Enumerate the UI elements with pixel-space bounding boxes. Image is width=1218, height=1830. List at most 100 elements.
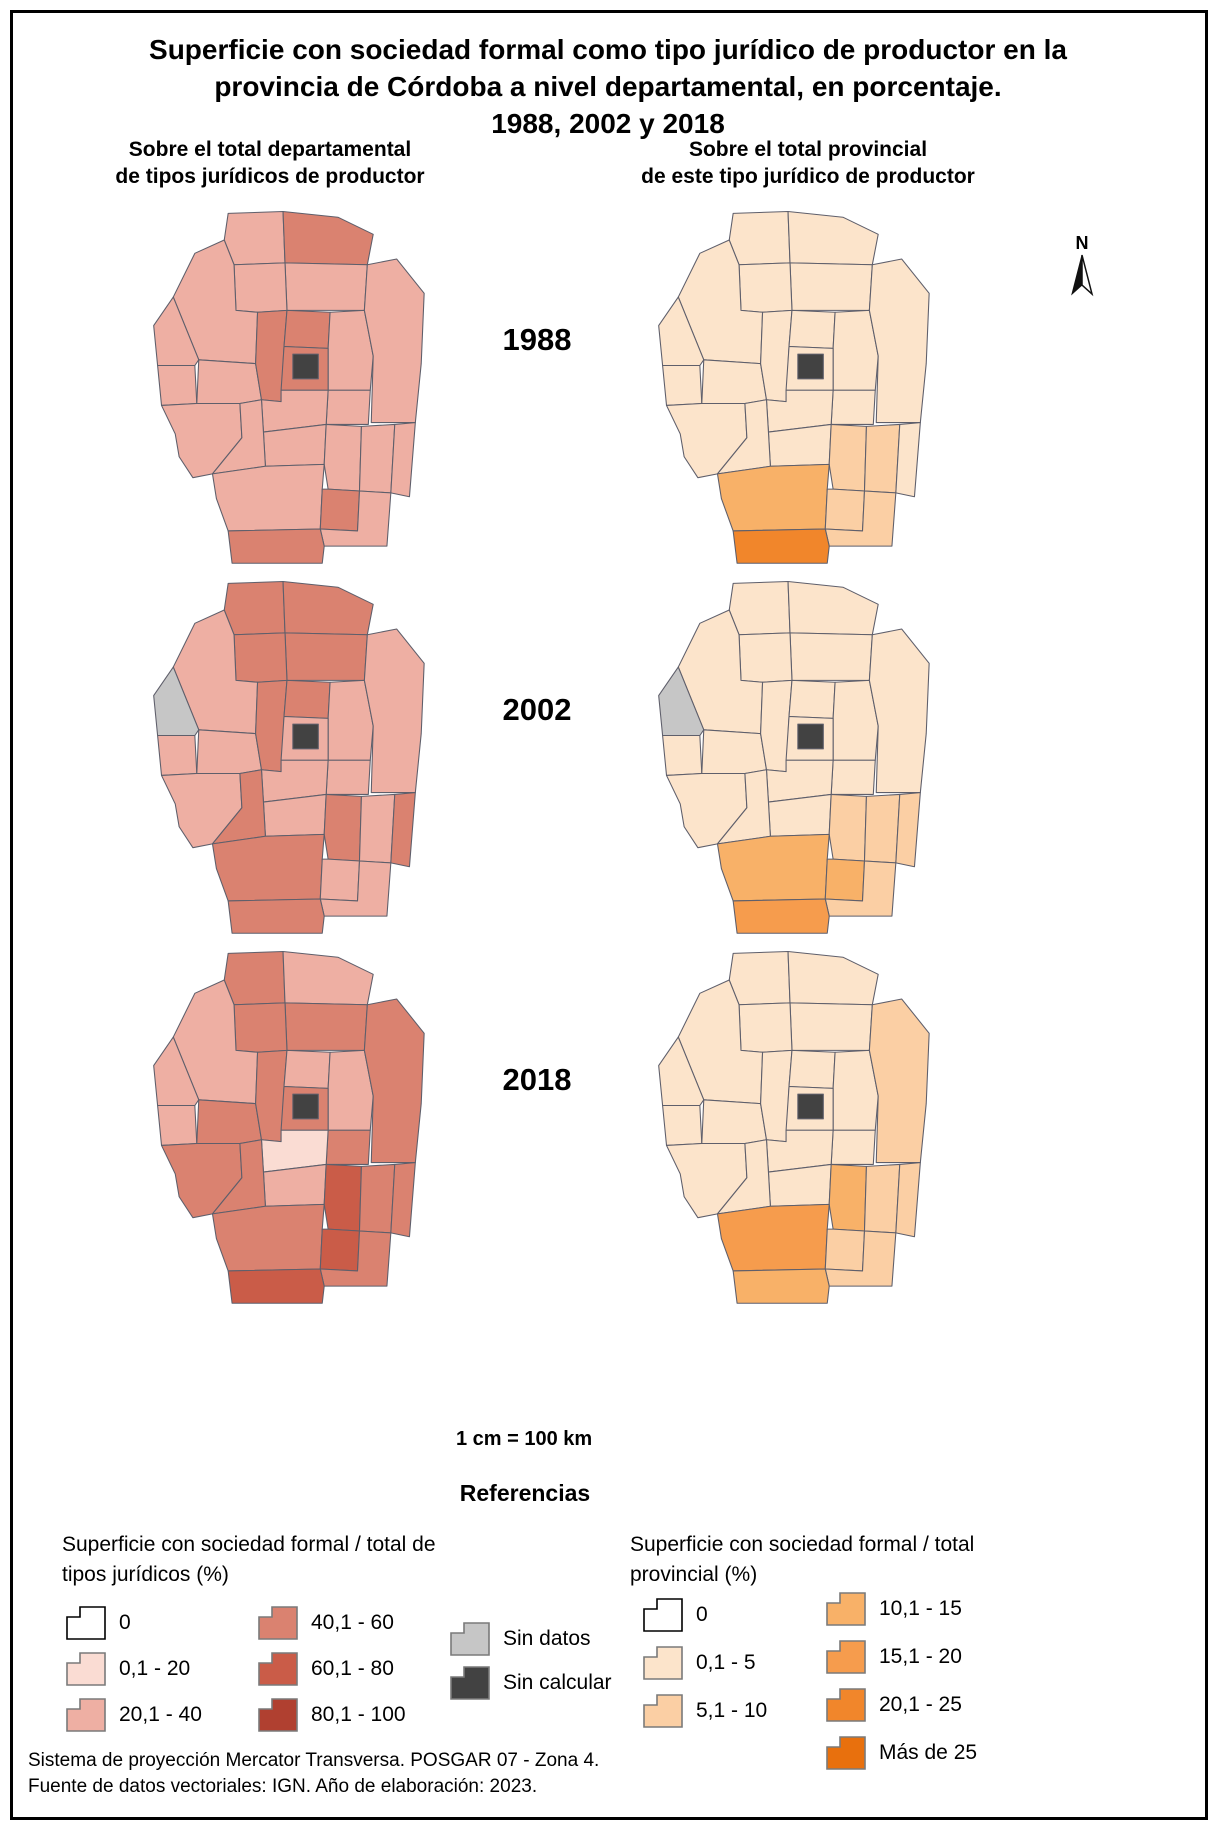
legend-label-c1: 0,1 - 20 xyxy=(119,1657,191,1680)
dept-totoral-right-2002 xyxy=(788,679,836,719)
legend-no-data-column: Sin datos Sin calcular xyxy=(450,1622,612,1700)
legend-right-title-line-2: provincial (%) xyxy=(630,1563,758,1587)
references-heading: Referencias xyxy=(459,1480,591,1506)
title-line-2: provincia de Córdoba a nivel departament… xyxy=(214,70,1002,102)
dept-tercero_arriba-left-1988 xyxy=(262,423,327,467)
dept-pocho-right-2002 xyxy=(662,734,703,776)
footer-line-source: Fuente de datos vectoriales: IGN. Año de… xyxy=(28,1776,538,1798)
dept-gsm-left-1988 xyxy=(323,423,362,492)
dept-marcos_juarez-right-1988 xyxy=(895,422,921,498)
dept-union-right-1988 xyxy=(863,423,901,494)
dept-tercero_arriba-left-2018 xyxy=(262,1163,327,1207)
legend-swatch-icon xyxy=(66,1606,106,1640)
legend-item-nc: Sin calcular xyxy=(450,1666,612,1700)
dept-san_alberto-left-2002 xyxy=(196,729,263,775)
legend-item-o5: 20,1 - 25 xyxy=(826,1688,977,1722)
dept-gen_roca-left-1988 xyxy=(227,528,325,564)
dept-sobremonte-left-2002 xyxy=(223,580,286,636)
legend-label-w: 0 xyxy=(696,1603,708,1626)
dept-rio_seco-right-2002 xyxy=(787,580,879,636)
dept-totoral-left-2002 xyxy=(283,679,331,719)
dept-union-left-1988 xyxy=(358,423,396,494)
legend-swatch-icon xyxy=(826,1592,866,1626)
dept-marcos_juarez-left-1988 xyxy=(390,422,416,498)
column-header-left-line-1: Sobre el total departamental xyxy=(128,138,412,161)
legend-swatch-icon xyxy=(258,1652,298,1686)
dept-san_alberto-right-2002 xyxy=(701,729,768,775)
dept-rio_segundo-left-1988 xyxy=(325,389,371,425)
legend-swatch-icon xyxy=(643,1694,683,1728)
dept-rio_segundo-left-2002 xyxy=(325,759,371,795)
dept-gsm-left-2018 xyxy=(323,1163,362,1232)
dept-pocho-left-1988 xyxy=(157,364,198,406)
legend-label-o1: 0,1 - 5 xyxy=(696,1651,756,1674)
choropleth-left-1988 xyxy=(153,210,425,564)
north-label: N xyxy=(1075,233,1089,253)
legend-item-w: 0 xyxy=(643,1598,767,1632)
dept-rio_segundo-right-2018 xyxy=(830,1129,876,1165)
dept-gsm-right-2002 xyxy=(828,793,867,862)
legend-label-nc: Sin calcular xyxy=(503,1671,612,1694)
legend-item-c4: 60,1 - 80 xyxy=(258,1652,406,1686)
dept-marcos_juarez-right-2002 xyxy=(895,792,921,868)
dept-rio_seco-left-2018 xyxy=(282,950,374,1006)
dept-tulumba-right-2018 xyxy=(789,1002,873,1051)
dept-gsm-right-2018 xyxy=(828,1163,867,1232)
column-header-right-line-2: de este tipo jurídico de productor xyxy=(641,165,975,189)
legend-right-column-2: 10,1 - 15 15,1 - 20 20,1 - 25 Más de 25 xyxy=(826,1592,977,1770)
row-label-2002: 2002 xyxy=(502,692,572,727)
legend-swatch-icon xyxy=(826,1688,866,1722)
dept-tercero_arriba-right-2018 xyxy=(767,1163,832,1207)
dept-tercero_arriba-left-2002 xyxy=(262,793,327,837)
legend-item-o1: 0,1 - 5 xyxy=(643,1646,767,1680)
legend-label-w: 0 xyxy=(119,1611,131,1634)
choropleth-left-2018 xyxy=(153,950,425,1304)
dept-ischilin-right-1988 xyxy=(738,262,793,313)
dept-sobremonte-right-2002 xyxy=(728,580,791,636)
legend-swatch-icon xyxy=(258,1698,298,1732)
dept-gen_roca-right-1988 xyxy=(732,528,830,564)
dept-capital-right-2018 xyxy=(797,1093,824,1120)
dept-gsm-left-2002 xyxy=(323,793,362,862)
dept-marcos_juarez-right-2018 xyxy=(895,1162,921,1238)
legend-left-column-1: 0 0,1 - 20 20,1 - 40 xyxy=(66,1606,202,1732)
map-departamental-2002 xyxy=(138,572,432,938)
dept-ischilin-left-1988 xyxy=(233,262,288,313)
dept-union-right-2002 xyxy=(863,793,901,864)
legend-swatch-icon xyxy=(826,1736,866,1770)
legend-swatch-icon xyxy=(450,1666,490,1700)
title-line-3: 1988, 2002 y 2018 xyxy=(491,107,725,139)
legend-swatch-icon xyxy=(258,1606,298,1640)
map-scale-text: 1 cm = 100 km xyxy=(456,1428,593,1450)
legend-item-o6: Más de 25 xyxy=(826,1736,977,1770)
legend-swatch-icon xyxy=(66,1652,106,1686)
footer-line-projection: Sistema de proyección Mercator Transvers… xyxy=(28,1750,600,1771)
legend-swatch-icon xyxy=(66,1698,106,1732)
dept-totoral-right-1988 xyxy=(788,309,836,349)
dept-sobremonte-right-1988 xyxy=(728,210,791,266)
legend-swatch-icon xyxy=(450,1622,490,1656)
legend-label-nd: Sin datos xyxy=(503,1627,591,1650)
dept-san_alberto-left-1988 xyxy=(196,359,263,405)
dept-capital-left-2002 xyxy=(292,723,319,750)
dept-san_justo-left-2002 xyxy=(363,628,425,794)
legend-label-o2: 5,1 - 10 xyxy=(696,1699,768,1722)
dept-ischilin-right-2002 xyxy=(738,632,793,683)
choropleth-right-2018 xyxy=(658,950,930,1304)
dept-tulumba-left-2018 xyxy=(284,1002,368,1051)
dept-union-right-2018 xyxy=(863,1163,901,1234)
legend-label-o5: 20,1 - 25 xyxy=(879,1693,962,1716)
map-departamental-1988 xyxy=(138,202,432,568)
dept-rio_segundo-left-2018 xyxy=(325,1129,371,1165)
dept-union-left-2002 xyxy=(358,793,396,864)
dept-juarez_celman-left-2018 xyxy=(319,1228,361,1272)
dept-san_alberto-left-2018 xyxy=(196,1099,263,1145)
dept-totoral-left-1988 xyxy=(283,309,331,349)
dept-marcos_juarez-left-2018 xyxy=(390,1162,416,1238)
legend-label-c2: 20,1 - 40 xyxy=(119,1703,202,1726)
dept-rio_seco-right-2018 xyxy=(787,950,879,1006)
legend-right-column-1: 0 0,1 - 5 5,1 - 10 xyxy=(643,1598,767,1728)
map-departamental-2018 xyxy=(138,942,432,1308)
dept-tercero_arriba-right-1988 xyxy=(767,423,832,467)
legend-item-c2: 20,1 - 40 xyxy=(66,1698,202,1732)
